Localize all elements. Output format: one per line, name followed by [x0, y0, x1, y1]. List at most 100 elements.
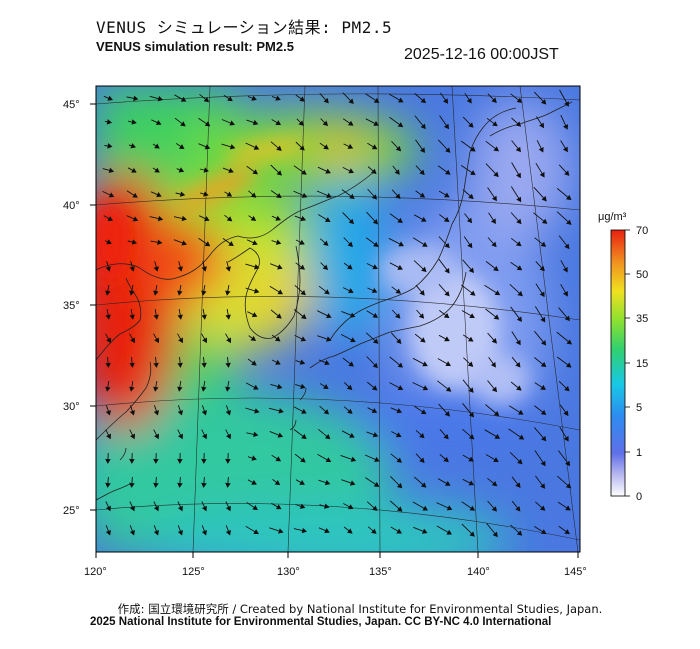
wind-arrow: [389, 356, 403, 368]
lat-tick-30: 30°: [63, 401, 80, 413]
wind-arrow: [317, 335, 332, 342]
wind-arrow: [438, 334, 450, 342]
wind-arrow: [129, 501, 135, 512]
colorbar-tick-0: 0: [636, 491, 642, 503]
wind-arrow: [127, 167, 137, 173]
wind-arrow: [343, 503, 354, 510]
wind-arrow: [149, 215, 164, 222]
wind-arrow: [343, 526, 353, 534]
wind-arrow: [438, 190, 450, 198]
wind-arrow: [177, 309, 183, 320]
wind-arrow: [222, 238, 234, 247]
wind-arrow: [200, 191, 209, 197]
wind-arrow: [415, 139, 426, 153]
wind-arrow: [201, 525, 207, 536]
wind-arrow: [510, 186, 522, 203]
wind-arrow: [320, 262, 329, 271]
wind-arrow: [318, 479, 331, 486]
wind-arrow: [248, 190, 257, 198]
wind-arrow: [366, 356, 378, 369]
wind-arrow: [201, 333, 207, 344]
wind-arrow: [534, 357, 547, 368]
colorbar-tick-5: 5: [636, 402, 642, 414]
wind-arrow: [534, 405, 547, 415]
wind-arrow: [487, 93, 497, 103]
wind-arrow: [129, 452, 135, 464]
wind-arrow: [511, 476, 521, 488]
wind-arrow: [461, 523, 475, 537]
wind-arrow: [270, 309, 282, 319]
wind-arrow: [293, 309, 307, 320]
wind-arrow: [268, 407, 284, 414]
wind-arrow: [105, 525, 111, 536]
wind-arrow: [177, 429, 183, 440]
colorbar-scale: [610, 229, 626, 497]
wind-arrow: [414, 93, 427, 104]
wind-arrow: [558, 235, 570, 250]
wind-arrow: [439, 310, 450, 319]
wind-arrow: [367, 381, 378, 391]
wind-arrow: [558, 525, 570, 535]
wind-arrow: [367, 287, 378, 294]
wind-arrow: [271, 334, 281, 342]
wind-arrow: [318, 428, 331, 440]
wind-arrow: [534, 237, 547, 247]
wind-arrow: [246, 165, 259, 175]
meridian-130: [287, 86, 306, 552]
wind-arrow: [342, 118, 354, 126]
license-line: 2025 National Institute for Environmenta…: [90, 616, 552, 628]
wind-arrow: [558, 380, 570, 392]
wind-arrow: [341, 189, 355, 199]
wind-arrow: [559, 89, 569, 107]
wind-arrow: [177, 261, 183, 272]
wind-arrow: [415, 453, 425, 463]
wind-arrow: [129, 405, 135, 416]
wind-arrow: [129, 261, 135, 272]
lon-tick-140: 140°: [467, 566, 490, 578]
wind-arrow: [225, 309, 231, 320]
wind-arrow: [222, 167, 234, 174]
wind-arrow: [463, 236, 473, 249]
lon-tick-135: 135°: [369, 566, 392, 578]
wind-arrow: [319, 383, 329, 389]
wind-arrow: [461, 310, 475, 318]
wind-arrow: [246, 502, 258, 511]
wind-arrow: [225, 429, 231, 440]
wind-arrow: [415, 429, 425, 439]
wind-arrow: [294, 334, 307, 342]
wind-arrow: [414, 115, 426, 130]
wind-arrow: [556, 211, 572, 225]
title-english: VENUS simulation result: PM2.5: [96, 39, 294, 54]
wind-arrow: [414, 405, 427, 415]
wind-arrow: [223, 94, 233, 102]
wind-arrow: [129, 381, 135, 392]
wind-arrow: [293, 429, 307, 440]
wind-arrow: [129, 356, 135, 368]
wind-arrow: [343, 237, 353, 248]
wind-arrow: [225, 452, 231, 464]
lat-tick-40: 40°: [63, 200, 80, 212]
wind-arrow: [319, 238, 329, 246]
wind-arrow: [129, 525, 135, 536]
lon-tick-120: 120°: [84, 566, 107, 578]
wind-arrow: [295, 239, 305, 245]
wind-arrow: [412, 382, 429, 391]
colorbar: μg/m³ 70 50 35 15 5 1 0: [598, 211, 648, 503]
wind-arrow: [415, 284, 425, 296]
wind-arrow: [153, 429, 159, 440]
wind-arrow: [247, 95, 257, 101]
wind-arrow: [485, 163, 499, 178]
wind-arrow: [343, 262, 353, 270]
wind-arrow: [534, 382, 546, 390]
wind-arrow: [153, 333, 159, 344]
wind-arrow: [511, 500, 521, 512]
wind-arrow: [390, 407, 403, 414]
wind-arrow: [126, 95, 139, 102]
longitude-axis: 120° 125° 130° 135° 140° 145°: [84, 552, 587, 578]
wind-arrow: [199, 167, 209, 173]
wind-arrow: [245, 526, 260, 535]
wind-arrow: [414, 333, 426, 343]
wind-arrow: [558, 307, 570, 322]
wind-arrow: [153, 525, 159, 536]
wind-arrow: [559, 404, 569, 417]
